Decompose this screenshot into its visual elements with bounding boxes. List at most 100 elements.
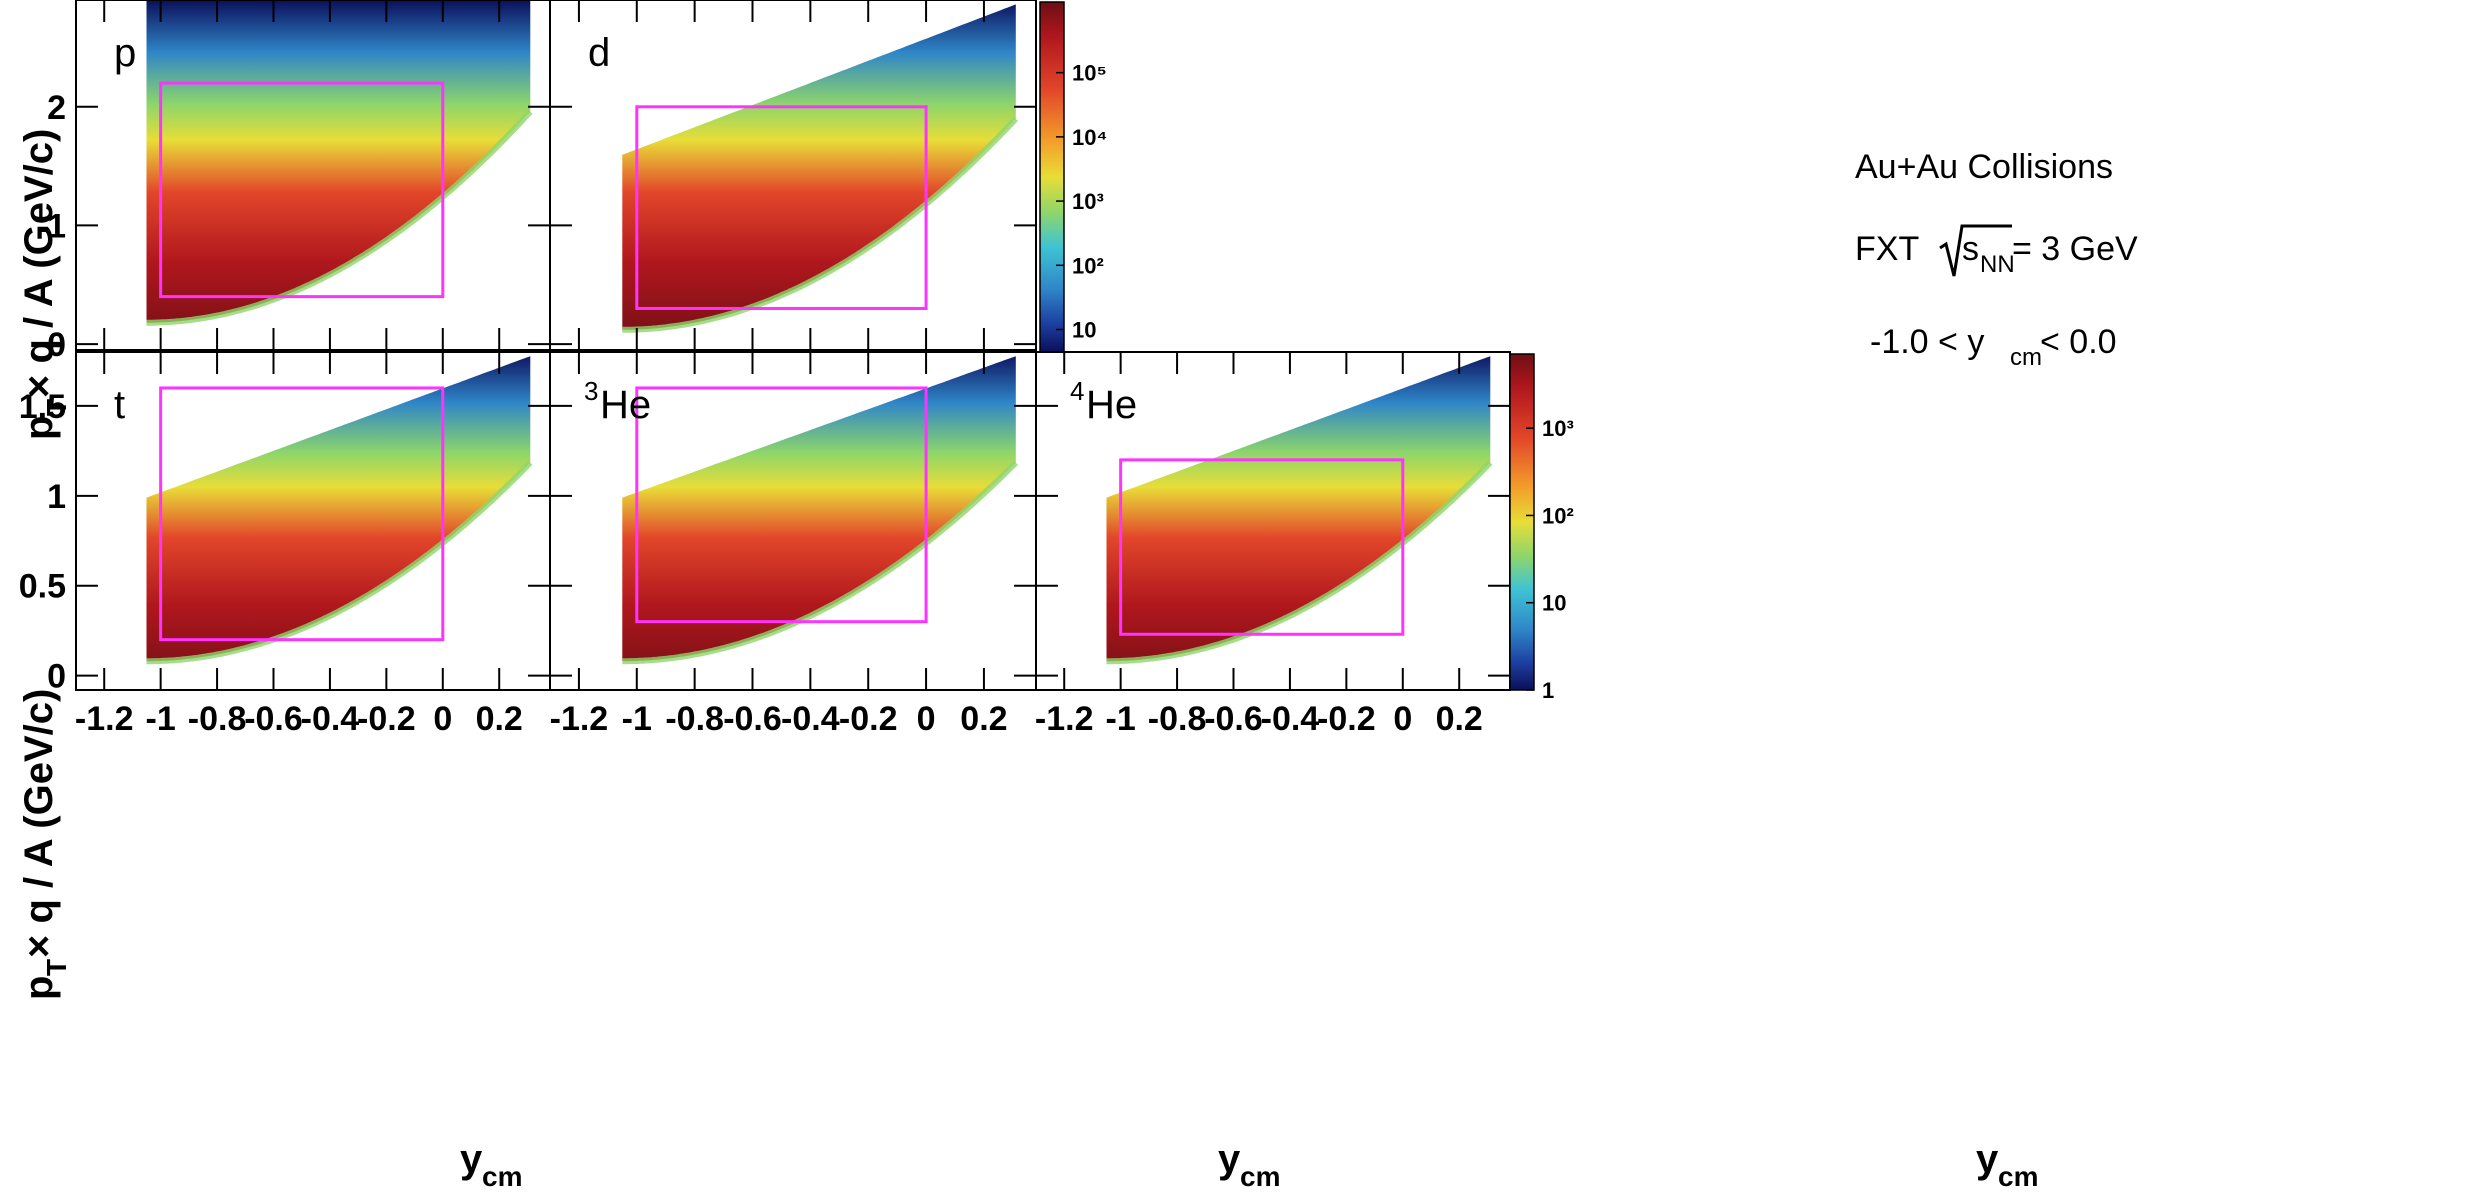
xtick-label: 0.2 <box>960 700 1007 738</box>
xtick-label: -1.2 <box>550 700 609 738</box>
ytick-label: 1.5 <box>19 388 66 426</box>
particle-label: p <box>114 31 136 75</box>
xtick-label: 0 <box>1393 700 1412 738</box>
particle-label: He <box>600 383 651 427</box>
annotation-line1: Au+Au Collisions <box>1855 148 2113 186</box>
xtick-label: 0.2 <box>1436 700 1483 738</box>
particle-label: t <box>114 383 125 427</box>
xtick-label: -0.2 <box>1317 700 1376 738</box>
xtick-label: -0.8 <box>665 700 724 738</box>
panel-frame <box>549 0 1037 351</box>
xlabel-panel-1: y cm <box>460 1137 522 1192</box>
band-edge <box>622 116 1018 333</box>
colorbar-gradient <box>1509 353 1535 691</box>
colorbar-tick-label: 10⁴ <box>1072 125 1107 150</box>
annotation-line2-suffix: = 3 GeV <box>2012 230 2138 268</box>
panel-3He: -1.2 -1 -0.8 -0.6 -0.4 -0.2 0 0.2 3 He <box>549 351 1037 738</box>
density-band <box>622 356 1016 662</box>
ylabel-bottom-rest: × q / A (GeV/c) <box>17 689 61 958</box>
ylabel-bottom: p T × q / A (GeV/c) <box>17 689 72 1000</box>
xlabel-3-y: y <box>1976 1137 1999 1181</box>
annotation-line3: -1.0 < y cm < 0.0 <box>1870 323 2117 371</box>
ytick-label: 2 <box>47 89 66 127</box>
annotation-line2-s: s <box>1962 230 1979 268</box>
annotation-line2: FXT s NN = 3 GeV <box>1855 224 2138 278</box>
sqrt-icon <box>1939 224 2012 277</box>
colorbar-tick-label: 10² <box>1072 253 1104 278</box>
ylabel-top-p: p <box>17 416 61 440</box>
xtick-label: -0.2 <box>839 700 898 738</box>
panel-4He: -1.2 -1 -0.8-0.6-0.4-0.2 0 0.2 4 He <box>1035 351 1511 738</box>
xtick-label: -1 <box>1106 700 1136 738</box>
particle-label: d <box>588 31 610 75</box>
xtick-label: -0.4 <box>1261 700 1320 738</box>
ytick-label: 0 <box>47 658 66 696</box>
band-edge <box>146 109 533 326</box>
annotation-line2-prefix: FXT <box>1855 230 1919 268</box>
panel-t: 0 0.5 1 1.5 -1.2 -1 -0.8-0.6-0.4-0.2 0 0.2 t <box>19 351 551 738</box>
particle-label: He <box>1086 383 1137 427</box>
xtick-label: -0.6 <box>244 700 303 738</box>
xlabel-3-sub: cm <box>1998 1161 2038 1192</box>
colorbar-tick-label: 10³ <box>1542 416 1574 441</box>
density-band <box>146 356 531 662</box>
cut-box-d <box>635 105 928 310</box>
density-band <box>146 0 531 323</box>
band-edge <box>1106 460 1493 665</box>
xtick-label: -0.8 <box>1148 700 1207 738</box>
density-band <box>1106 356 1491 662</box>
colorbar-tick-label: 1 <box>1542 678 1554 703</box>
band-edge <box>622 460 1018 665</box>
colorbars: 10 10² 10³ 10⁴ 10⁵ 1 10 10² 10³ <box>1039 1 1574 703</box>
ylabel-bottom-sub: T <box>41 959 72 976</box>
xtick-label: 0 <box>917 700 936 738</box>
xtick-label: -0.6 <box>1204 700 1263 738</box>
xtick-label: -1 <box>622 700 652 738</box>
band-edge <box>146 460 533 665</box>
xtick-label: -0.8 <box>188 700 247 738</box>
colorbar-tick-label: 10 <box>1072 318 1096 343</box>
xlabel-2-sub: cm <box>1240 1161 1280 1192</box>
annotation: Au+Au Collisions FXT s NN = 3 GeV -1.0 <… <box>1855 148 2138 371</box>
xlabel-2-y: y <box>1218 1137 1241 1181</box>
xtick-label: -0.4 <box>781 700 840 738</box>
ytick-label: 0 <box>47 326 66 364</box>
particle-label-sup: 4 <box>1070 376 1084 406</box>
xtick-label: -0.4 <box>301 700 360 738</box>
heatmap-p <box>146 0 533 326</box>
density-band <box>622 4 1016 330</box>
xlabel-panel-2: y cm <box>1218 1137 1280 1192</box>
annotation-line3-sub: cm <box>2010 344 2042 371</box>
cut-box-p <box>159 81 445 299</box>
xtick-label: -0.2 <box>357 700 416 738</box>
heatmap-3He <box>622 356 1018 665</box>
colorbar-2: 1 10 10² 10³ <box>1509 353 1574 703</box>
ylabel-top-sub: T <box>41 399 72 416</box>
xtick-label: -0.6 <box>723 700 782 738</box>
xtick-label: -1.2 <box>1035 700 1094 738</box>
ytick-label: 1 <box>47 478 66 516</box>
ytick-label: 1 <box>47 207 66 245</box>
ylabel-top-rest: × q / A (GeV/c) <box>17 129 61 398</box>
xtick-label: -1.2 <box>75 700 134 738</box>
panel-d: d <box>549 0 1037 351</box>
ylabel-top: p T × q / A (GeV/c) <box>17 129 72 440</box>
colorbar-gradient <box>1039 1 1065 353</box>
ytick-label: 0.5 <box>19 568 66 606</box>
annotation-line3-prefix: -1.0 < y <box>1870 323 1984 361</box>
cut-box-t <box>159 386 445 642</box>
cut-box-4He <box>1119 458 1405 636</box>
xlabel-1-y: y <box>460 1137 483 1181</box>
panel-p: 0 1 2 p <box>47 0 551 364</box>
heatmap-4He <box>1106 356 1493 665</box>
cut-box-3He <box>635 386 928 624</box>
xlabel-1-sub: cm <box>482 1161 522 1192</box>
xtick-label: -1 <box>146 700 176 738</box>
xlabel-panel-3: y cm <box>1976 1137 2038 1192</box>
colorbar-tick-label: 10² <box>1542 503 1574 528</box>
colorbar-tick-label: 10³ <box>1072 189 1104 214</box>
annotation-line3-suffix: < 0.0 <box>2040 323 2117 361</box>
ylabel-bottom-p: p <box>17 976 61 1000</box>
